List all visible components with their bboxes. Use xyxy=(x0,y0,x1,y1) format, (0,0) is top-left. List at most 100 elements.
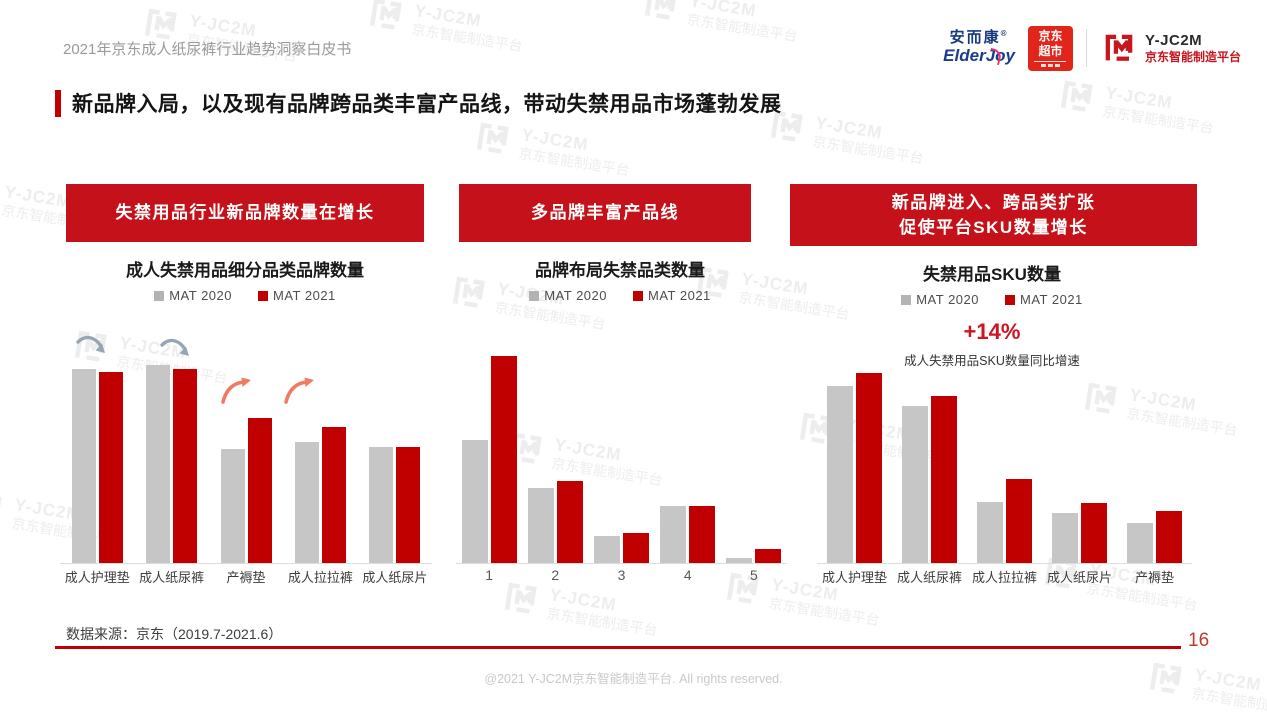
arrow-down-icon xyxy=(160,338,189,356)
arrow-up-icon xyxy=(284,377,314,404)
bar-mat2020-3 xyxy=(594,535,620,563)
elderjoy-logo: 安而康® ElderJoy xyxy=(943,29,1015,66)
bar-mat2020-2 xyxy=(902,405,928,563)
chart-title: 失禁用品SKU数量 xyxy=(923,265,1061,284)
arrow-up-icon xyxy=(221,377,251,404)
category-label: 1 xyxy=(485,567,493,583)
watermark-line1: Y-JC2M xyxy=(688,0,758,21)
bar-mat2020-3 xyxy=(220,449,245,563)
category-label: 成人纸尿片 xyxy=(362,570,428,585)
category-label: 4 xyxy=(683,567,692,583)
watermark: Y-JC2M 京东智能制造平台 xyxy=(470,116,634,181)
bar-group xyxy=(892,371,967,563)
yjc2m-watermark-icon xyxy=(476,122,509,154)
legend-swatch-mat2021 xyxy=(258,290,268,301)
category-label: 3 xyxy=(617,567,626,583)
watermark-line2: 京东智能制造平台 xyxy=(410,20,524,55)
yjc2m-name: Y-JC2M xyxy=(1144,31,1203,49)
bar-group xyxy=(134,321,208,563)
category-label: 产褥垫 xyxy=(226,570,266,585)
bar-mat2020-1 xyxy=(461,439,488,563)
yjc2m-watermark-icon xyxy=(369,0,402,30)
chart-legend: MAT 2020 MAT 2021 xyxy=(450,288,790,303)
bar-mat2021-5 xyxy=(755,549,782,563)
bar-mat2020-4 xyxy=(1052,513,1078,563)
watermark: Y-JC2M 京东智能制造平台 xyxy=(764,104,928,169)
growth-percentage: +14% xyxy=(963,319,1021,344)
bar-mat2021-2 xyxy=(173,369,198,563)
section-banner: 多品牌丰富产品线 xyxy=(459,184,751,242)
watermark: Y-JC2M 京东智能制造平台 xyxy=(638,0,802,46)
legend-label-mat2020: MAT 2020 xyxy=(169,288,232,303)
chart-plot-area xyxy=(60,321,432,564)
bar-mat2020-2 xyxy=(527,487,554,563)
chart-category-labels: 1 2 3 4 5 xyxy=(456,567,787,583)
chart-plot-area xyxy=(817,371,1192,564)
jd-logo-line2: 超市 xyxy=(1038,44,1063,58)
watermark-line1: Y-JC2M xyxy=(413,1,483,31)
logo-divider xyxy=(1085,29,1087,67)
chart-category-labels: 成人护理垫 成人纸尿裤 产褥垫 成人拉拉裤 成人纸尿片 xyxy=(60,567,432,586)
category-label: 5 xyxy=(750,567,758,583)
bar-mat2020-5 xyxy=(1127,522,1153,563)
bar-mat2020-3 xyxy=(977,501,1003,563)
jd-logo-line1: 京东 xyxy=(1038,29,1063,43)
bar-group xyxy=(721,335,787,563)
section-sku-growth: 新品牌进入、跨品类扩张 促使平台SKU数量增长 失禁用品SKU数量 MAT 20… xyxy=(782,184,1202,614)
bar-group xyxy=(60,321,134,563)
bar-mat2021-5 xyxy=(1156,511,1182,563)
watermark-line2: 京东智能制造平台 xyxy=(811,132,925,167)
elderjoy-cn-text: 安而康 xyxy=(949,29,1001,47)
bar-group xyxy=(283,321,357,563)
bar-group xyxy=(655,335,721,563)
category-label: 成人纸尿裤 xyxy=(139,570,205,585)
legend-label-mat2021: MAT 2021 xyxy=(648,288,711,303)
chart-category-labels: 成人护理垫 成人纸尿裤 成人拉拉裤 成人纸尿片 产褥垫 xyxy=(817,567,1192,586)
legend-label-mat2020: MAT 2020 xyxy=(916,292,979,307)
document-title: 2021年京东成人纸尿裤行业趋势洞察白皮书 xyxy=(63,41,352,58)
yjc2m-watermark-icon xyxy=(0,495,2,516)
page-title-block: 新品牌入局，以及现有品牌跨品类丰富产品线，带动失禁用品市场蓬勃发展 xyxy=(55,88,782,118)
bar-group xyxy=(967,371,1042,563)
copyright-text: @2021 Y-JC2M京东智能制造平台. All rights reserve… xyxy=(484,672,783,686)
bar-group xyxy=(456,335,522,563)
yjc2m-subtitle: 京东智能制造平台 xyxy=(1144,49,1241,64)
bar-group xyxy=(358,321,432,563)
bar-mat2021-4 xyxy=(321,427,346,563)
chart-legend: MAT 2020 MAT 2021 xyxy=(55,288,435,303)
category-label: 成人拉拉裤 xyxy=(287,570,353,585)
title-accent-bar xyxy=(55,89,61,117)
section-new-brand-growth: 失禁用品行业新品牌数量在增长 成人失禁用品细分品类品牌数量 MAT 2020 M… xyxy=(55,184,435,614)
arrow-down-icon xyxy=(76,335,105,353)
yjc2m-watermark-icon xyxy=(1060,80,1093,112)
bar-mat2020-5 xyxy=(726,558,753,563)
bar-mat2021-1 xyxy=(856,372,882,563)
bar-mat2020-4 xyxy=(294,442,319,563)
chart-legend: MAT 2020 MAT 2021 xyxy=(782,292,1202,307)
category-label: 产褥垫 xyxy=(1134,570,1174,585)
bar-mat2020-4 xyxy=(660,506,687,563)
bar-mat2020-2 xyxy=(146,364,171,563)
bar-mat2021-4 xyxy=(1081,503,1107,563)
footer-accent-line xyxy=(55,646,1181,649)
jd-logo-band xyxy=(1034,61,1067,67)
jd-supermarket-logo: 京东 超市 xyxy=(1027,25,1073,71)
watermark-line2: 京东智能制造平台 xyxy=(685,10,799,45)
section-banner: 新品牌进入、跨品类扩张 促使平台SKU数量增长 xyxy=(790,184,1197,246)
bar-mat2021-1 xyxy=(98,371,123,563)
bar-mat2021-2 xyxy=(931,395,957,563)
section-multi-brand-lines: 多品牌丰富产品线 品牌布局失禁品类数量 MAT 2020 MAT 2021 1 2… xyxy=(450,184,790,614)
watermark-line2: 京东智能制造平台 xyxy=(517,144,631,179)
chart-title: 品牌布局失禁品类数量 xyxy=(535,261,705,280)
watermark-line1: Y-JC2M xyxy=(1104,83,1174,113)
bar-group xyxy=(1042,371,1117,563)
watermark-line2: 京东智能制造平台 xyxy=(1101,102,1215,137)
data-source: 数据来源：京东（2019.7-2021.6） xyxy=(66,626,283,642)
chart-plot-area xyxy=(456,335,787,564)
page-title: 新品牌入局，以及现有品牌跨品类丰富产品线，带动失禁用品市场蓬勃发展 xyxy=(72,93,782,116)
bar-group xyxy=(817,371,892,563)
watermark: Y-JC2M 京东智能制造平台 xyxy=(363,0,527,56)
legend-swatch-mat2020 xyxy=(154,290,165,301)
legend-swatch-mat2020 xyxy=(901,294,912,305)
registered-mark: ® xyxy=(1000,29,1009,39)
